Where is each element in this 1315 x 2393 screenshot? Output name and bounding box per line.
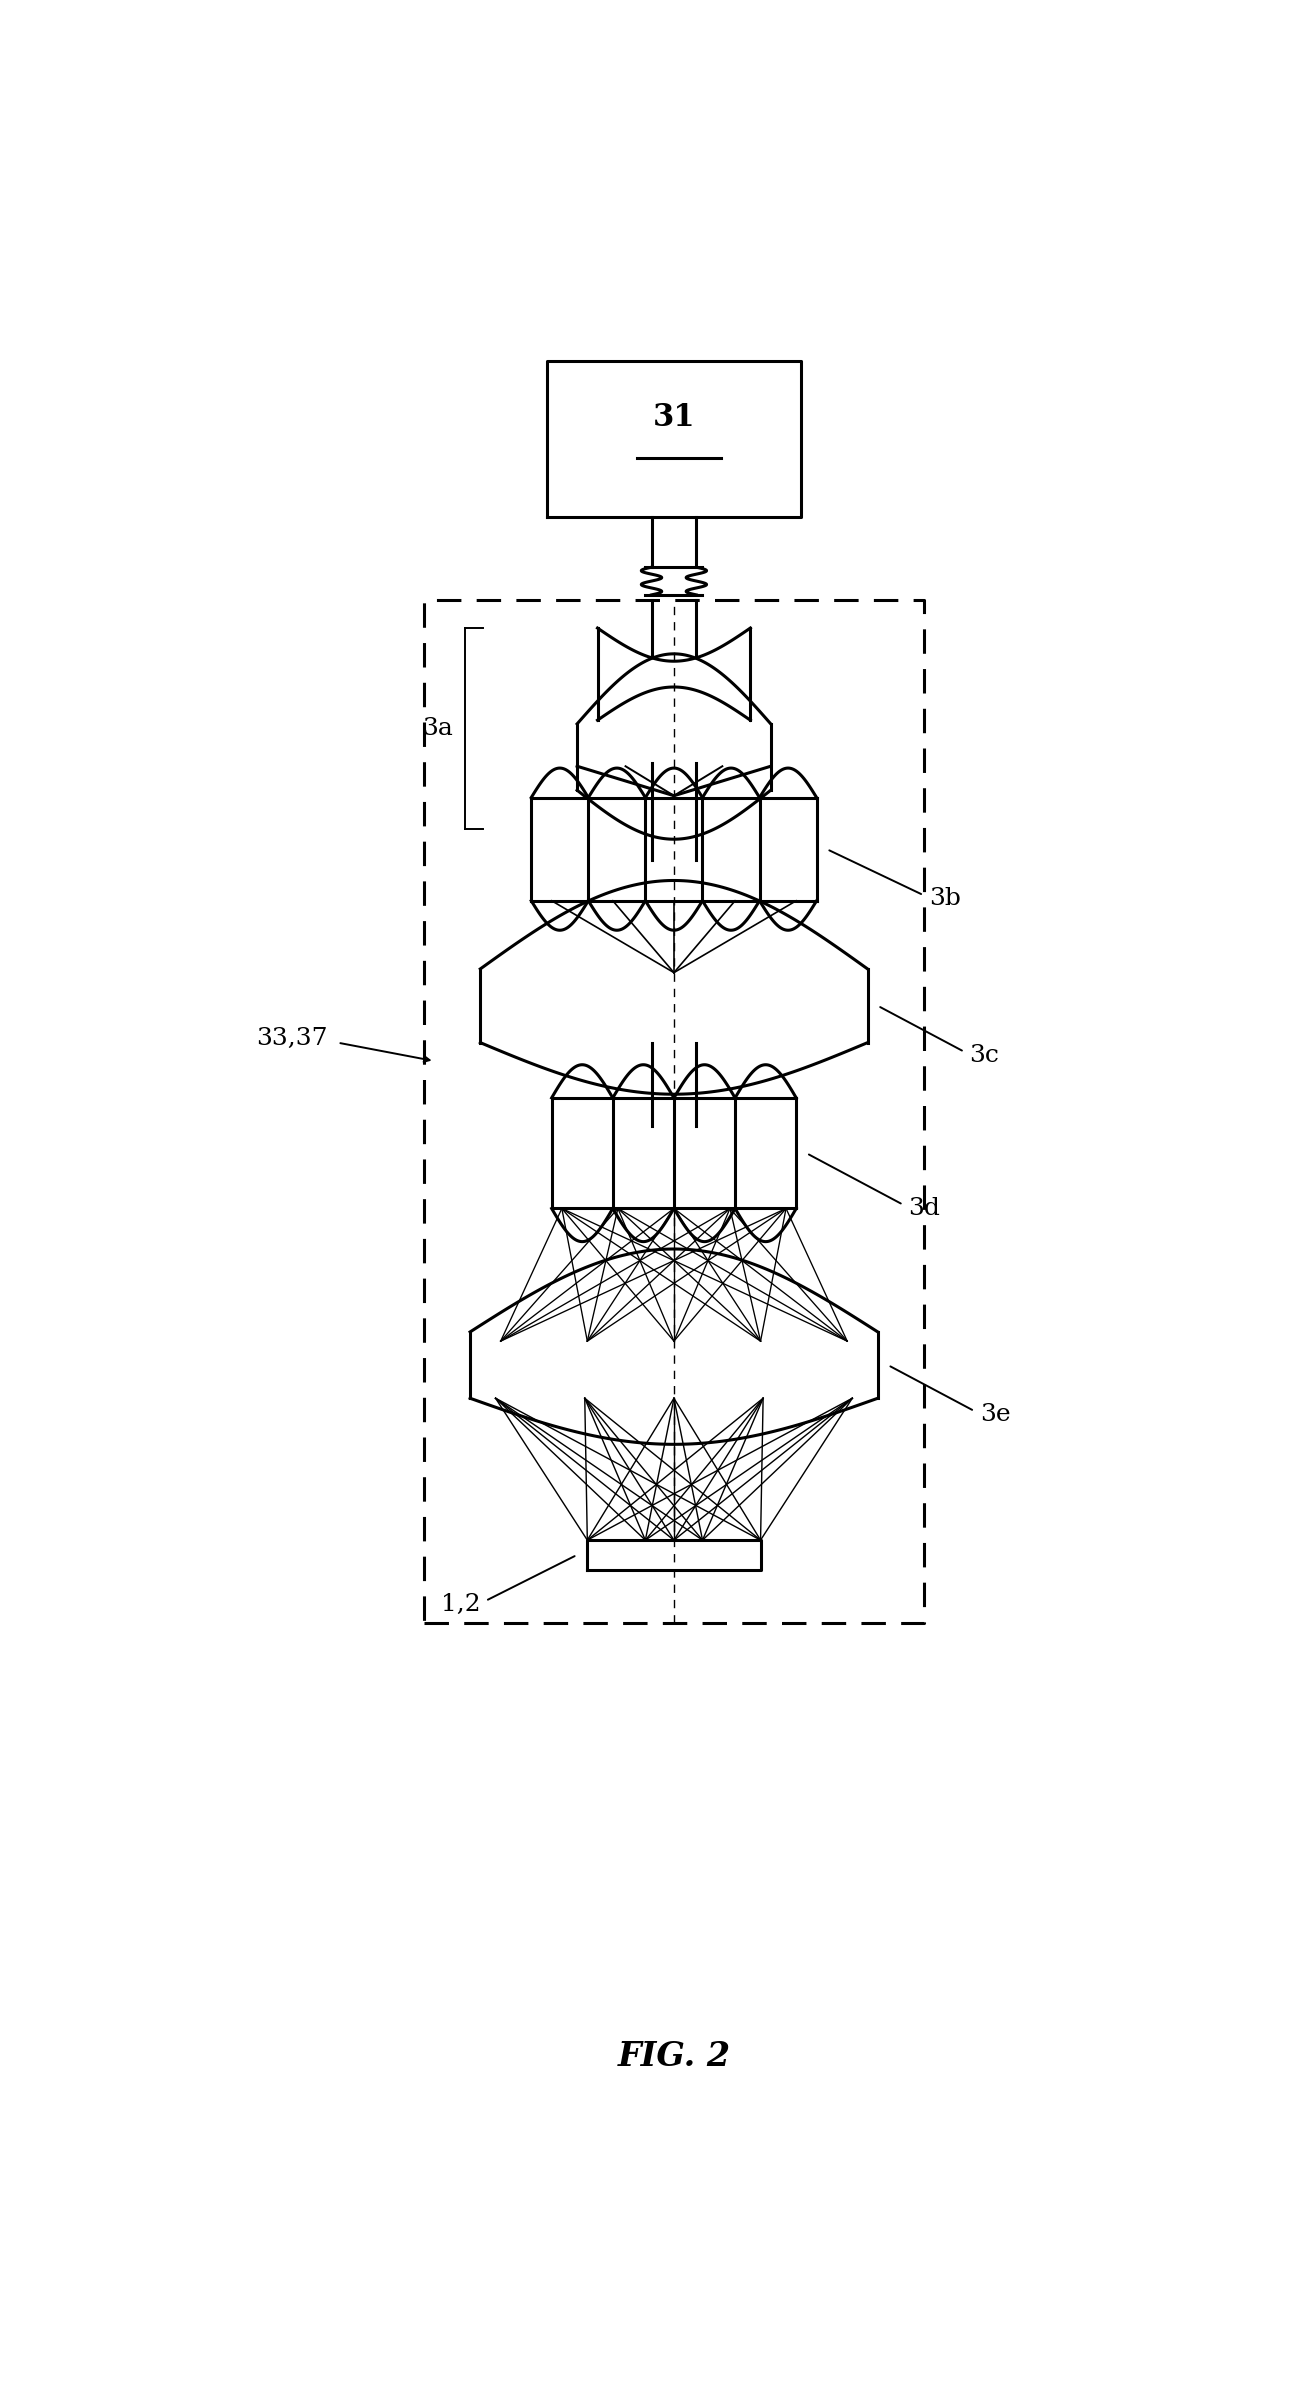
Text: 3e: 3e: [980, 1402, 1010, 1426]
Text: 3b: 3b: [928, 888, 960, 909]
Text: FIG. 2: FIG. 2: [617, 2039, 731, 2072]
Text: 3c: 3c: [969, 1043, 999, 1067]
Text: 3a: 3a: [422, 718, 452, 739]
Text: 3d: 3d: [909, 1196, 940, 1220]
Text: 33,37: 33,37: [256, 1027, 327, 1051]
Text: 1,2: 1,2: [441, 1594, 480, 1615]
Text: 31: 31: [652, 402, 696, 433]
